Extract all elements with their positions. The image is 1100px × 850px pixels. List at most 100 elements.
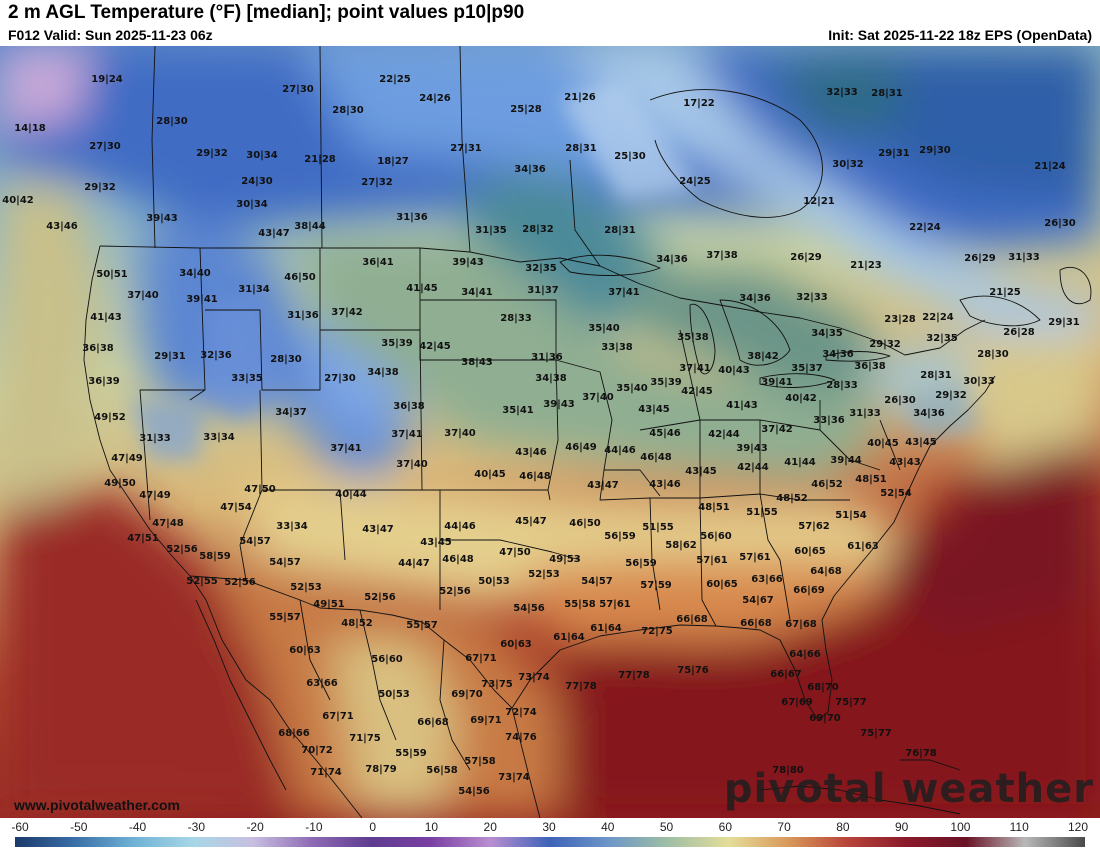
point-value: 76|78 [905,748,937,759]
point-value: 37|41 [330,443,362,454]
point-value: 33|38 [601,342,633,353]
point-value: 54|56 [458,786,490,797]
point-value: 34|36 [739,293,771,304]
point-value: 31|36 [531,352,563,363]
point-value: 54|67 [742,595,774,606]
point-value: 32|35 [525,263,557,274]
website-label[interactable]: www.pivotalweather.com [14,797,180,813]
point-value: 49|52 [94,412,126,423]
point-value: 57|61 [696,555,728,566]
point-value: 43|47 [258,228,290,239]
point-value: 34|41 [461,287,493,298]
point-value: 29|31 [154,351,186,362]
point-value: 56|59 [625,558,657,569]
point-value: 43|46 [515,447,547,458]
point-value: 37|41 [391,429,423,440]
point-value: 27|30 [324,373,356,384]
point-value: 75|76 [677,665,709,676]
point-value: 35|40 [616,383,648,394]
point-value: 47|49 [139,490,171,501]
point-value: 61|64 [590,623,622,634]
point-value: 39|43 [452,257,484,268]
point-value: 70|72 [301,745,333,756]
point-value: 40|42 [2,195,34,206]
point-value: 31|33 [1008,252,1040,263]
point-value: 47|49 [111,453,143,464]
map-svg: 19|24 27|30 22|25 24|26 28|30 25|28 21|26 17|22… [0,46,1100,818]
point-value: 60|65 [794,546,826,557]
point-value: 66|68 [740,618,772,629]
point-value: 38|44 [294,221,326,232]
point-value: 52|56 [166,544,198,555]
point-value: 24|25 [679,176,711,187]
point-value: 26|29 [964,253,996,264]
point-value: 54|56 [513,603,545,614]
point-value: 56|58 [426,765,458,776]
point-value: 63|66 [751,574,783,585]
point-value: 43|45 [685,466,717,477]
point-value: 26|28 [1003,327,1035,338]
colorbar-tick-label: 0 [369,820,376,834]
point-value: 50|53 [378,689,410,700]
point-value: 57|61 [739,552,771,563]
point-value: 55|57 [406,620,438,631]
point-value: 55|57 [269,612,301,623]
point-value: 37|38 [706,250,738,261]
point-value: 47|51 [127,533,159,544]
point-value: 41|44 [784,457,816,468]
point-value: 67|69 [781,697,813,708]
point-value: 73|74 [518,672,550,683]
point-value: 42|45 [681,386,713,397]
point-value: 28|31 [604,225,636,236]
point-value: 43|47 [587,480,619,491]
point-value: 68|70 [807,682,839,693]
point-value: 73|75 [481,679,513,690]
point-value: 42|44 [737,462,769,473]
point-value: 52|53 [528,569,560,580]
point-value: 36|39 [88,376,120,387]
point-value: 77|78 [618,670,650,681]
point-value: 72|74 [505,707,537,718]
point-value: 33|35 [231,373,263,384]
point-value: 37|40 [396,459,428,470]
point-value: 33|34 [276,521,308,532]
point-value: 57|62 [798,521,830,532]
point-value: 34|36 [822,349,854,360]
point-value: 40|45 [867,438,899,449]
point-value: 46|48 [442,554,474,565]
point-value: 29|32 [196,148,228,159]
point-value: 63|66 [306,678,338,689]
point-value: 50|53 [478,576,510,587]
point-value: 43|45 [905,437,937,448]
point-value: 52|55 [186,576,218,587]
point-value: 26|30 [1044,218,1076,229]
point-value: 45|47 [515,516,547,527]
point-value: 34|36 [656,254,688,265]
point-value: 39|44 [830,455,862,466]
point-value: 71|74 [310,767,342,778]
boundary-lines [83,46,1092,818]
point-value: 49|51 [313,599,345,610]
point-value: 52|54 [880,488,912,499]
point-value: 41|45 [406,283,438,294]
point-value: 31|35 [475,225,507,236]
point-value: 21|23 [850,260,882,271]
point-value: 48|52 [776,493,808,504]
point-value: 35|41 [502,405,534,416]
point-value: 46|48 [519,471,551,482]
point-value: 43|45 [420,537,452,548]
temperature-map[interactable]: 19|24 27|30 22|25 24|26 28|30 25|28 21|26 17|22… [0,46,1100,818]
point-value: 40|45 [474,469,506,480]
colorbar-tick-label: 30 [542,820,556,834]
colorbar-tick-label: 20 [483,820,497,834]
point-value: 28|32 [522,224,554,235]
point-value: 48|52 [341,618,373,629]
colorbar-tick-label: -60 [11,820,29,834]
point-value: 39|43 [543,399,575,410]
point-value: 25|28 [510,104,542,115]
point-value: 47|54 [220,502,252,513]
valid-time: F012 Valid: Sun 2025-11-23 06z [8,27,213,43]
colorbar-tick-label: 10 [424,820,439,834]
point-value: 36|41 [362,257,394,268]
colorbar-tick-label: 60 [718,820,733,834]
